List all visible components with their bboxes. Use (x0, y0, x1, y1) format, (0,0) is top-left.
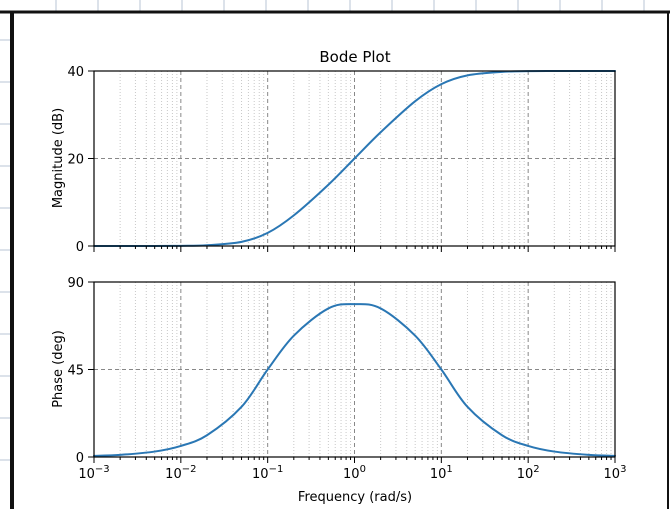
chart-title: Bode Plot (319, 48, 390, 66)
grid-layer (93, 71, 616, 457)
x-tick-label-4: 101 (430, 464, 453, 482)
panel-1-series-line-0 (93, 303, 616, 457)
panel-0-y-tick-label-1: 20 (67, 153, 84, 168)
panel-0-y-tick-label-0: 0 (76, 240, 84, 255)
panel-0-frame (93, 70, 616, 247)
x-tick-exponent-5: 2 (533, 464, 539, 475)
x-tick-label-5: 102 (517, 464, 540, 482)
frequency-x-axis-label: Frequency (rad/s) (298, 490, 412, 505)
x-tick-label-1: 10−2 (165, 464, 196, 482)
x-tick-exponent-2: −1 (269, 464, 284, 475)
x-tick-label-2: 10−1 (252, 464, 283, 482)
panel-1-y-tick-label-2: 90 (67, 276, 84, 291)
x-tick-exponent-3: 0 (360, 464, 366, 475)
x-tick-label-6: 103 (604, 464, 627, 482)
x-tick-exponent-0: −3 (95, 464, 110, 475)
panel-1-frame (93, 281, 616, 458)
label-layer: Bode Plot Magnitude (dB) Phase (deg) Fre… (51, 48, 412, 505)
x-tick-exponent-1: −2 (182, 464, 197, 475)
panel-1-y-tick-label-1: 45 (67, 364, 84, 379)
magnitude-y-axis-label: Magnitude (dB) (51, 108, 66, 208)
x-tick-label-0: 10−3 (78, 464, 109, 482)
panel-0-y-tick-label-2: 40 (67, 65, 84, 80)
x-tick-exponent-4: 1 (446, 464, 452, 475)
x-tick-exponent-6: 3 (620, 464, 626, 475)
phase-y-axis-label: Phase (deg) (51, 330, 66, 408)
panel-1-y-tick-label-0: 0 (76, 451, 84, 466)
x-tick-label-3: 100 (343, 464, 366, 482)
